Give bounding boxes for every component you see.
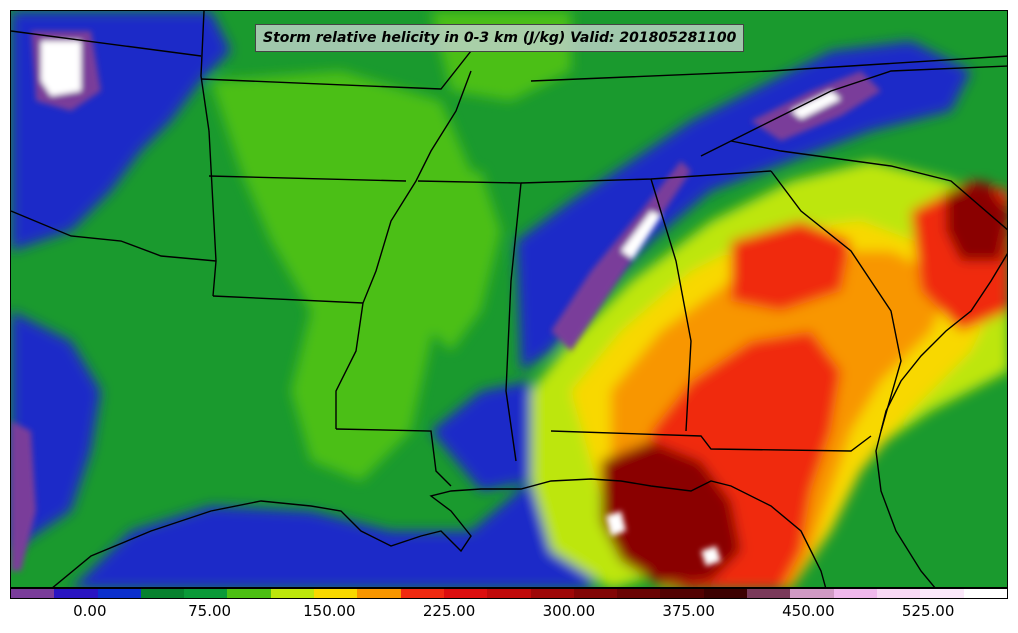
colorbar-segment: [54, 589, 98, 598]
field-white-ne: [791, 91, 841, 119]
colorbar-segment: [920, 589, 964, 598]
colorbar-tick-label: 450.00: [782, 602, 835, 620]
colorbar-segment: [876, 589, 921, 598]
colorbar-segment: [833, 589, 877, 598]
colorbar-tick-label: 225.00: [422, 602, 476, 620]
state-boundaries: [11, 11, 1007, 587]
field-lime-central: [211, 71, 471, 481]
border-fl-al: [550, 430, 872, 452]
colorbar-segment: [270, 589, 315, 598]
colorbar-segment: [314, 589, 358, 598]
field-lime-ms: [391, 171, 501, 351]
border-tn-north: [530, 55, 1007, 82]
colorbar-segment: [11, 589, 55, 598]
map-title: Storm relative helicity in 0-3 km (J/kg)…: [255, 24, 745, 52]
colorbar-segment: [227, 589, 271, 598]
border-va: [700, 65, 1007, 157]
colorbar-segment: [184, 589, 228, 598]
colorbar-segment: [357, 589, 401, 598]
colorbar-segment: [963, 589, 1007, 598]
colorbar: [10, 588, 1008, 599]
colorbar-tick-label: 300.00: [542, 602, 596, 620]
colorbar-tick-label: 525.00: [901, 602, 955, 620]
colorbar-segment: [747, 589, 791, 598]
colorbar-segment: [487, 589, 531, 598]
border-al-ga: [650, 178, 692, 432]
colorbar-segment: [573, 589, 618, 598]
colorbar-segment: [97, 589, 141, 598]
colorbar-segment: [660, 589, 704, 598]
field-blue-miss: [431, 381, 531, 491]
colorbar-segment: [530, 589, 574, 598]
field-white-nw: [41, 41, 81, 96]
field-red-ne: [731, 221, 851, 311]
border-ks-mo: [200, 11, 210, 132]
helicity-field: [11, 11, 1007, 587]
colorbar-tick-label: 375.00: [662, 602, 715, 620]
field-white-core2: [701, 546, 721, 566]
colorbar-segment: [790, 589, 834, 598]
border-ok-north: [11, 30, 202, 57]
coast-atlantic: [875, 252, 1007, 587]
field-blue-tn-band: [516, 41, 971, 371]
border-ok-ar: [208, 130, 217, 297]
border-ga-sc: [770, 170, 902, 432]
field-purple-texas: [11, 421, 36, 571]
field-blue-gulf-west: [73, 481, 601, 587]
colorbar-tick-label: 0.00: [73, 602, 107, 620]
colorbar-labels: 0.00 75.00 150.00 225.00 300.00 375.00 450.00 5…: [10, 600, 1008, 624]
border-ar-la: [212, 295, 364, 304]
field-white-core: [606, 511, 626, 536]
colorbar-segment: [703, 589, 748, 598]
colorbar-tick-label: 150.00: [303, 602, 356, 620]
border-miss-river: [335, 70, 472, 429]
field-white-streak-tn: [621, 211, 661, 259]
border-ms-al: [417, 180, 522, 462]
field-purple-streak-tn: [551, 161, 691, 351]
coast-gulf: [52, 478, 827, 587]
colorbar-tick-label: 75.00: [188, 602, 232, 620]
border-nc: [730, 140, 1007, 231]
border-ok-tx: [11, 210, 217, 262]
colorbar-segment: [400, 589, 444, 598]
border-mo-ar: [208, 175, 407, 182]
map-panel: Storm relative helicity in 0-3 km (J/kg)…: [10, 10, 1008, 588]
field-darkred-east: [946, 181, 1007, 261]
colorbar-segment: [617, 589, 661, 598]
colorbar-segment: [140, 589, 185, 598]
border-mo-north: [200, 50, 472, 90]
border-la-ms: [335, 428, 452, 487]
colorbar-segment: [443, 589, 488, 598]
